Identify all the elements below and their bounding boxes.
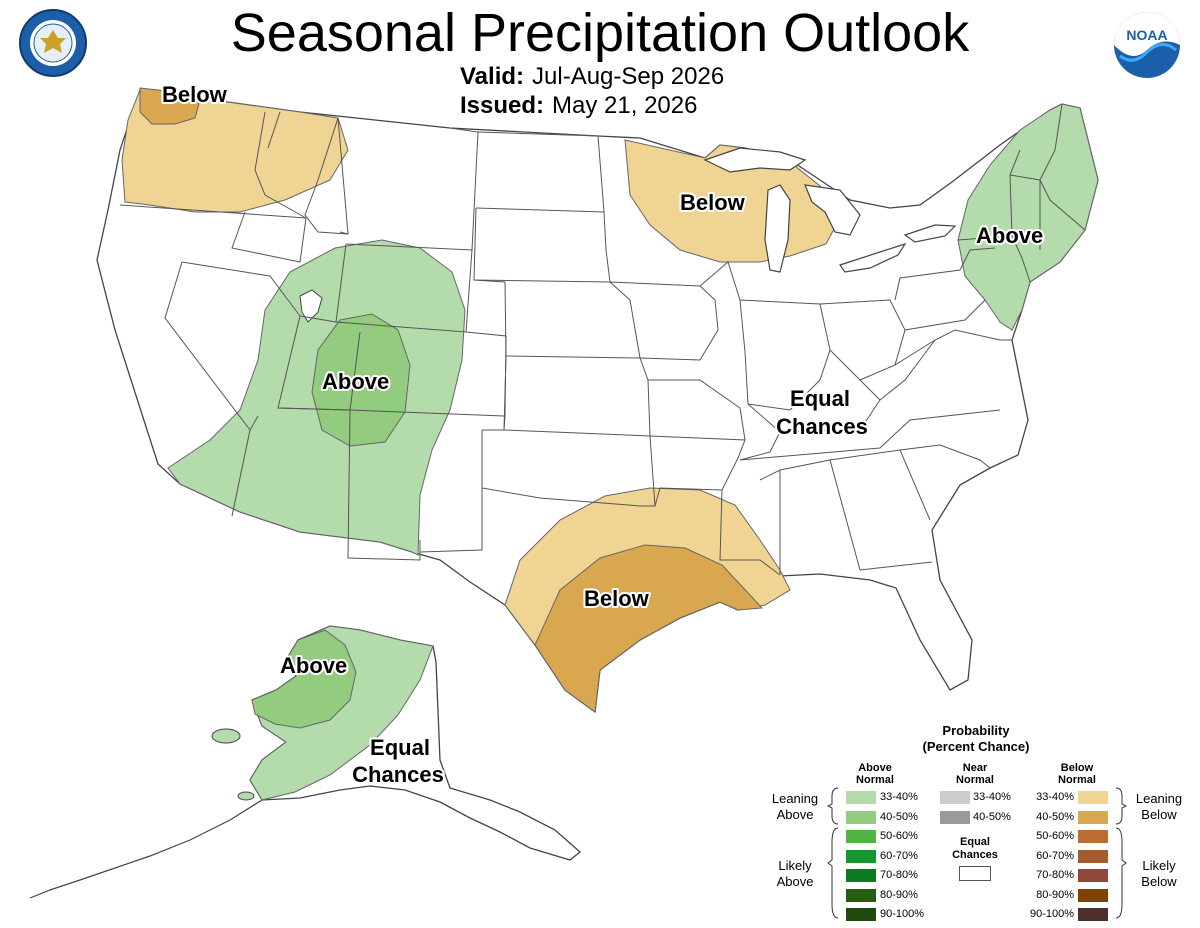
alaska-peninsula xyxy=(29,799,263,899)
legend-leaning-below-line1: Leaning xyxy=(1135,791,1183,806)
legend-below-header-line2: Normal xyxy=(1058,774,1096,786)
legend-title-line1: Probability xyxy=(942,723,1010,738)
above-northeast-area xyxy=(957,103,1099,331)
legend-above-label: 50-60% xyxy=(880,830,918,842)
below-northwest-core xyxy=(139,87,201,125)
legend-near-header-line1: Near xyxy=(962,762,988,774)
label-above-alaska: Above xyxy=(280,653,347,678)
legend-above-label: 90-100% xyxy=(880,908,925,920)
legend-likely-above-line1: Likely xyxy=(778,858,812,873)
legend-above-label: 60-70% xyxy=(880,849,918,862)
legend-equal-swatch xyxy=(959,866,991,881)
valid-label: Valid: xyxy=(460,63,525,90)
legend-above-label: 33-40% xyxy=(880,791,918,803)
label-above-southwest: Above xyxy=(322,369,389,394)
legend-below-swatch xyxy=(1078,888,1108,902)
legend-above-label: 70-80% xyxy=(880,869,918,881)
legend-near-label: 33-40% xyxy=(973,791,1011,803)
issued-label: Issued: xyxy=(460,92,545,119)
label-below-great-lakes: Below xyxy=(680,190,746,215)
issued-line: Issued: May 21, 2026 xyxy=(460,92,697,120)
legend-above-swatch xyxy=(846,830,876,843)
legend-below-swatch xyxy=(1078,849,1108,863)
valid-line: Valid: Jul-Aug-Sep 2026 xyxy=(460,63,724,91)
label-below-northwest: Below xyxy=(162,82,228,107)
label-alaska-equal-chances-line2: Chances xyxy=(352,762,444,787)
great-salt-lake xyxy=(299,289,323,323)
legend-above-swatch xyxy=(846,869,876,882)
legend-near-swatch xyxy=(940,791,970,804)
legend-near-label: 40-50% xyxy=(973,810,1011,823)
legend-below-label: 40-50% xyxy=(1036,810,1074,823)
legend-below-swatch xyxy=(1078,869,1108,882)
legend-above-swatch xyxy=(846,908,876,921)
above-southwest-core xyxy=(311,313,411,447)
label-above-northeast: Above xyxy=(976,223,1043,248)
legend-leaning-below-line2: Below xyxy=(1141,807,1177,822)
label-alaska-equal-chances-line1: Equal xyxy=(370,735,430,760)
state-boundaries xyxy=(119,103,1086,576)
legend-below-label: 90-100% xyxy=(1029,908,1074,920)
alaska-island-nunivak xyxy=(211,728,241,744)
legend-likely-above-line2: Above xyxy=(776,874,814,889)
legend-below-swatch xyxy=(1078,908,1108,921)
page-title: Seasonal Precipitation Outlook xyxy=(230,3,970,63)
label-equal-chances-line1: Equal xyxy=(790,386,850,411)
legend-below-label: 70-80% xyxy=(1036,869,1074,881)
legend-title-line2: (Percent Chance) xyxy=(922,739,1030,754)
legend-above-label: 40-50% xyxy=(880,810,918,823)
below-southcentral-core xyxy=(534,544,764,713)
legend-below-label: 80-90% xyxy=(1036,888,1074,901)
legend-above-swatch xyxy=(846,849,876,863)
legend-equal-line1: Equal xyxy=(960,836,990,848)
noaa-logo-icon: NOAA xyxy=(1114,12,1180,78)
department-of-commerce-seal-icon xyxy=(19,9,87,77)
legend-above-label: 80-90% xyxy=(880,888,918,901)
valid-value: Jul-Aug-Sep 2026 xyxy=(532,63,725,90)
legend-above-header-line2: Normal xyxy=(856,774,894,786)
legend-equal-line2: Chances xyxy=(952,849,998,861)
legend-leaning-above-line1: Leaning xyxy=(771,791,819,806)
legend-below-swatch xyxy=(1078,830,1108,843)
legend-near-header-line2: Normal xyxy=(956,774,994,786)
legend-below-label: 50-60% xyxy=(1036,830,1074,842)
legend-below-swatch xyxy=(1078,810,1108,824)
legend-below-label: 33-40% xyxy=(1036,791,1074,803)
legend-left-bracket-icon xyxy=(826,787,839,919)
legend-likely-below-line2: Below xyxy=(1141,874,1177,889)
legend-right-bracket-icon xyxy=(1115,787,1128,919)
label-below-southcentral: Below xyxy=(584,586,650,611)
legend-below-header-line1: Below xyxy=(1060,762,1094,774)
legend-above-header-line1: Above xyxy=(858,762,892,774)
above-alaska-core xyxy=(251,629,357,729)
legend-likely-below-line1: Likely xyxy=(1142,858,1176,873)
alaska-island-stlawrence xyxy=(237,791,255,801)
legend-above-swatch xyxy=(846,888,876,902)
legend-below-label: 60-70% xyxy=(1036,849,1074,862)
legend-near-swatch xyxy=(940,810,970,824)
noaa-logo-text: NOAA xyxy=(1126,27,1167,43)
legend-below-swatch xyxy=(1078,791,1108,804)
legend-leaning-above-line2: Above xyxy=(776,807,814,822)
issued-value: May 21, 2026 xyxy=(552,92,698,119)
label-equal-chances-line2: Chances xyxy=(776,414,868,439)
legend-above-swatch xyxy=(846,791,876,804)
great-lakes xyxy=(703,147,957,273)
legend-above-swatch xyxy=(846,810,876,824)
